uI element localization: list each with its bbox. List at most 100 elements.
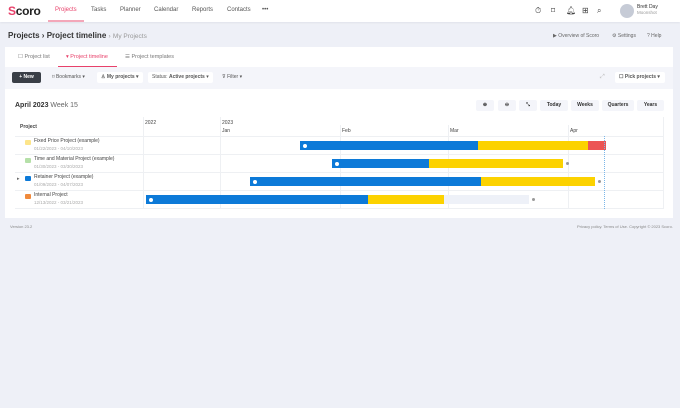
month-apr: Apr xyxy=(570,128,578,134)
project-name[interactable]: Internal Project xyxy=(34,192,68,198)
filter-dropdown[interactable]: ⊽ Filter ▾ xyxy=(222,74,243,80)
year-2023: 2023 xyxy=(222,120,234,126)
bookmark-icon[interactable]: ⌑ xyxy=(551,6,556,15)
bar-planned[interactable] xyxy=(368,195,444,204)
project-dates: 01/22/2023 - 04/10/2023 xyxy=(34,146,84,151)
play-icon[interactable] xyxy=(334,160,340,167)
help-link[interactable]: ? Help xyxy=(647,33,662,39)
project-dates: 01/30/2023 - 03/30/2023 xyxy=(34,164,84,169)
user-company: Moonshot xyxy=(637,10,657,15)
nav-reports[interactable]: Reports xyxy=(192,7,214,13)
help-label: Help xyxy=(651,33,662,39)
bookmarks-label: Bookmarks xyxy=(55,74,81,80)
bar-completed[interactable] xyxy=(300,141,478,150)
play-icon[interactable] xyxy=(252,178,258,185)
play-icon[interactable] xyxy=(302,142,308,149)
bar-overdue[interactable] xyxy=(588,141,606,150)
scoro-logo[interactable]: Scoro xyxy=(8,4,41,18)
add-icon[interactable]: ⊞ xyxy=(582,6,589,15)
tab-project-list[interactable]: ☐ Project list xyxy=(18,54,50,60)
bar-completed[interactable] xyxy=(146,195,368,204)
project-dates: 01/09/2023 - 04/07/2023 xyxy=(34,182,84,187)
filter-label: Filter xyxy=(227,74,239,80)
my-projects-dropdown[interactable]: ♙ My projects ▾ xyxy=(97,72,143,83)
nav-planner[interactable]: Planner xyxy=(120,7,141,13)
timer-icon[interactable]: ⏱ xyxy=(535,6,542,15)
nav-projects[interactable]: Projects xyxy=(55,7,77,13)
today-button[interactable]: Today xyxy=(540,100,568,111)
bar-completed[interactable] xyxy=(250,177,481,186)
row-divider xyxy=(15,136,663,137)
project-color-swatch xyxy=(25,158,31,163)
tab-project-timeline[interactable]: ▾ Project timeline xyxy=(66,54,108,60)
zoom-in-button[interactable]: ⊕ xyxy=(476,100,494,111)
expand-icon[interactable]: ⤢ xyxy=(600,74,605,80)
active-tab-indicator xyxy=(58,66,117,67)
my-projects-label: My projects xyxy=(106,74,135,80)
status-value: Active projects xyxy=(168,74,205,80)
nav-calendar[interactable]: Calendar xyxy=(154,7,179,13)
project-name[interactable]: Fixed Price Project (example) xyxy=(34,138,100,144)
gridline xyxy=(220,117,221,209)
user-menu[interactable]: Brett Day Moonshot xyxy=(637,4,658,16)
nav-more[interactable]: ••• xyxy=(262,7,269,13)
current-month: April 2023 xyxy=(15,102,49,109)
project-color-swatch xyxy=(25,194,31,199)
overview-link[interactable]: ▶ Overview of Scoro xyxy=(553,33,600,39)
bar-completed[interactable] xyxy=(332,159,429,168)
project-name[interactable]: Retainer Project (example) xyxy=(34,174,94,180)
month-mar: Mar xyxy=(450,128,459,134)
search-icon[interactable]: ⌕ xyxy=(597,6,602,15)
bookmarks-dropdown[interactable]: ⌑ Bookmarks ▾ xyxy=(52,74,85,80)
avatar[interactable] xyxy=(620,4,634,18)
month-jan: Jan xyxy=(222,128,231,134)
breadcrumb-current: Project timeline xyxy=(46,31,107,40)
timeline-title: April 2023 Week 15 xyxy=(15,102,78,109)
expand-row-icon[interactable]: ▸ xyxy=(17,176,20,182)
end-marker xyxy=(566,162,569,165)
weeks-button[interactable]: Weeks xyxy=(571,100,599,111)
tab-label: Project templates xyxy=(131,54,174,60)
breadcrumb-root[interactable]: Projects xyxy=(8,31,40,40)
year-2022: 2022 xyxy=(145,120,157,126)
status-label: Status: xyxy=(152,74,168,80)
bar-remaining[interactable] xyxy=(444,195,529,204)
nav-contacts[interactable]: Contacts xyxy=(227,7,251,13)
project-column-header: Project xyxy=(20,124,37,130)
fit-button[interactable]: ⤡ xyxy=(519,100,537,111)
breadcrumb: Projects › Project timeline › My Project… xyxy=(8,31,147,40)
bar-planned[interactable] xyxy=(478,141,588,150)
quarters-button[interactable]: Quarters xyxy=(602,100,634,111)
version-text: Version 23.2 xyxy=(10,224,33,229)
today-line xyxy=(604,136,605,209)
pick-projects-dropdown[interactable]: ☐ Pick projects ▾ xyxy=(615,72,665,83)
play-icon[interactable] xyxy=(148,196,154,203)
row-divider xyxy=(15,190,663,191)
pick-projects-label: Pick projects xyxy=(624,74,657,80)
project-color-swatch xyxy=(25,140,31,145)
nav-tasks[interactable]: Tasks xyxy=(91,7,107,13)
status-dropdown[interactable]: Status: Active projects ▾ xyxy=(148,72,213,83)
project-name[interactable]: Time and Material Project (example) xyxy=(34,156,115,162)
bell-icon[interactable]: 🔔︎ xyxy=(566,6,577,15)
settings-label: Settings xyxy=(617,33,636,39)
bar-planned[interactable] xyxy=(481,177,595,186)
end-marker xyxy=(598,180,601,183)
tab-project-templates[interactable]: ☰ Project templates xyxy=(125,54,174,60)
month-feb: Feb xyxy=(342,128,351,134)
end-marker xyxy=(532,198,535,201)
gridline xyxy=(143,117,144,209)
bar-planned[interactable] xyxy=(429,159,563,168)
settings-link[interactable]: ⚙ Settings xyxy=(612,33,636,39)
zoom-out-button[interactable]: ⊖ xyxy=(498,100,516,111)
new-button[interactable]: + New xyxy=(12,72,41,83)
breadcrumb-view[interactable]: My Projects xyxy=(112,33,147,40)
project-dates: 12/13/2022 - 03/21/2023 xyxy=(34,200,84,205)
gridline xyxy=(663,117,664,209)
legal-links[interactable]: Privacy policy. Terms of Use. Copyright … xyxy=(577,224,673,229)
project-color-swatch xyxy=(25,176,31,181)
years-button[interactable]: Years xyxy=(637,100,664,111)
gridline xyxy=(568,125,569,209)
active-nav-indicator xyxy=(48,20,84,22)
current-week: Week 15 xyxy=(50,102,78,109)
